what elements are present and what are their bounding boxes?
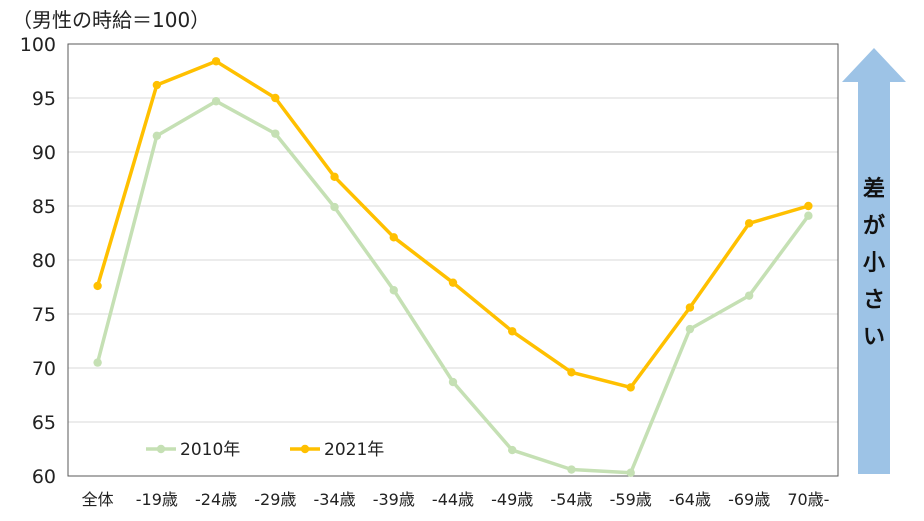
data-point xyxy=(685,303,695,312)
gridlines xyxy=(68,97,838,423)
annotation-char: 差 xyxy=(863,176,885,202)
data-point xyxy=(567,465,576,474)
x-axis-tick-labels: 全体 -19歳 -24歳 -29歳 -34歳 -39歳 -44歳 -49歳 -54歳 -59歳 -6… xyxy=(82,490,830,509)
data-point xyxy=(508,327,517,336)
y-axis-tick-labels: 60 65 70 75 80 85 90 95 100 xyxy=(20,34,56,488)
x-tick-label: -24歳 xyxy=(195,490,237,509)
data-point xyxy=(211,97,221,106)
data-point xyxy=(152,131,162,140)
x-tick-label: -19歳 xyxy=(136,490,178,509)
y-tick-label: 65 xyxy=(32,412,56,434)
x-tick-label: 70歳- xyxy=(787,490,829,509)
y-tick-label: 75 xyxy=(32,304,56,326)
data-point xyxy=(211,57,221,66)
annotation-arrow: 差が小さい差が小さい xyxy=(842,48,906,474)
series-line xyxy=(95,59,811,390)
data-point xyxy=(448,377,458,387)
y-tick-label: 90 xyxy=(32,142,56,164)
data-point xyxy=(804,211,813,220)
data-point xyxy=(685,324,695,334)
plot-area-border xyxy=(67,43,839,477)
data-point xyxy=(626,383,635,392)
x-tick-label: -29歳 xyxy=(254,490,296,509)
legend-label: 2021年 xyxy=(324,440,384,460)
legend-marker xyxy=(156,444,166,454)
y-tick-label: 60 xyxy=(32,466,56,488)
legend-item: 2010年 xyxy=(146,440,240,460)
data-point xyxy=(389,286,398,295)
x-tick-label: -59歳 xyxy=(610,490,652,509)
data-point xyxy=(330,202,339,212)
data-point xyxy=(330,172,339,182)
data-point xyxy=(271,129,280,138)
data-point xyxy=(448,278,458,287)
legend-item: 2021年 xyxy=(290,440,384,460)
data-point xyxy=(389,233,398,242)
data-point xyxy=(93,281,102,291)
x-tick-label: -39歳 xyxy=(373,490,415,509)
x-tick-label: -54歳 xyxy=(550,490,592,509)
unit-note: （男性の時給＝100） xyxy=(12,8,210,32)
data-point xyxy=(508,445,517,455)
y-tick-label: 80 xyxy=(32,250,56,272)
x-tick-label: -69歳 xyxy=(728,490,770,509)
x-tick-label: 全体 xyxy=(82,490,114,509)
legend-marker xyxy=(300,444,310,454)
series-lines xyxy=(93,57,813,477)
data-point xyxy=(567,368,576,377)
data-point xyxy=(626,468,635,477)
legend: 2010年 2021年 xyxy=(146,440,384,460)
data-point xyxy=(804,201,813,211)
series-line xyxy=(95,99,811,475)
x-tick-label: -44歳 xyxy=(432,490,474,509)
y-tick-label: 70 xyxy=(32,358,56,380)
annotation-char: 小 xyxy=(863,251,885,276)
annotation-char: い xyxy=(863,325,885,350)
data-point xyxy=(744,219,754,228)
legend-label: 2010年 xyxy=(180,440,240,460)
series-1 xyxy=(93,97,813,477)
data-point xyxy=(744,291,754,300)
y-tick-label: 95 xyxy=(32,88,56,110)
data-point xyxy=(152,80,162,90)
data-point xyxy=(93,358,102,367)
x-tick-label: -34歳 xyxy=(313,490,355,509)
series-2 xyxy=(93,57,813,392)
y-tick-label: 85 xyxy=(32,196,56,218)
up-arrow-shape xyxy=(842,48,906,474)
data-point xyxy=(271,93,280,103)
y-tick-label: 100 xyxy=(20,34,56,56)
x-tick-label: -49歳 xyxy=(491,490,533,509)
annotation-char: さ xyxy=(863,288,885,313)
x-tick-label: -64歳 xyxy=(669,490,711,509)
annotation-char: が xyxy=(863,213,885,239)
